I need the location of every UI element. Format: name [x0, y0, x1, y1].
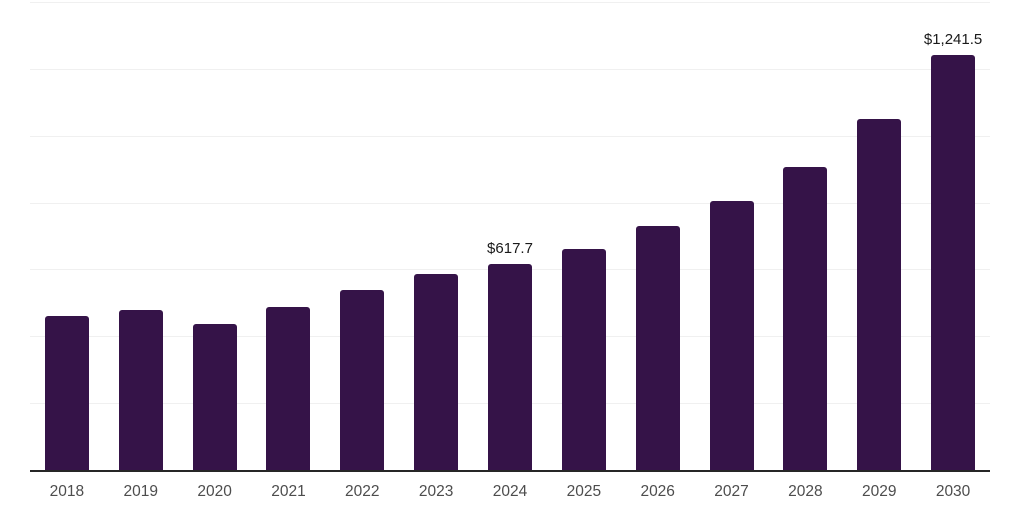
x-tick-label-2019: 2019	[123, 483, 159, 500]
data-label-2030: $1,241.5	[923, 30, 983, 48]
bar-2027	[709, 200, 754, 470]
bar-2021	[266, 307, 311, 470]
x-tick-label-2029: 2029	[861, 483, 897, 500]
x-tick-label-2028: 2028	[788, 483, 823, 500]
gridline	[30, 135, 990, 137]
bar-2025	[561, 248, 606, 470]
gridline	[30, 202, 990, 204]
x-tick-label-2026: 2026	[640, 483, 675, 500]
bar-2030	[931, 54, 976, 470]
gridline	[30, 68, 990, 70]
x-axis-line	[30, 470, 990, 472]
x-tick-label-2024: 2024	[492, 483, 528, 500]
data-label-2024: $617.7	[487, 239, 533, 257]
x-tick-label-2018: 2018	[49, 483, 85, 500]
gridline	[30, 2, 990, 3]
x-tick-label-2027: 2027	[714, 483, 749, 500]
bar-2028	[783, 167, 828, 470]
bar-2019	[118, 309, 163, 470]
x-tick-label-2023: 2023	[418, 483, 454, 500]
bar-2026	[635, 226, 680, 470]
bar-2024	[488, 263, 532, 470]
x-tick-label-2022: 2022	[345, 483, 380, 500]
x-tick-label-2025: 2025	[566, 483, 602, 500]
bar-2029	[857, 119, 902, 470]
x-axis-labels: 2018 2019 2020 2021 2022 2023 2024 2025 2026 2027…	[30, 482, 990, 506]
bar-2018	[44, 316, 89, 470]
bar-2020	[192, 324, 237, 470]
plot-area: $617.7 $1,241.5	[30, 2, 990, 472]
bar-2022	[340, 289, 385, 470]
x-tick-label-2030: 2030	[935, 483, 971, 500]
x-tick-label-2021: 2021	[271, 483, 306, 500]
x-tick-label-2020: 2020	[197, 483, 232, 500]
bar-2023	[414, 274, 459, 470]
